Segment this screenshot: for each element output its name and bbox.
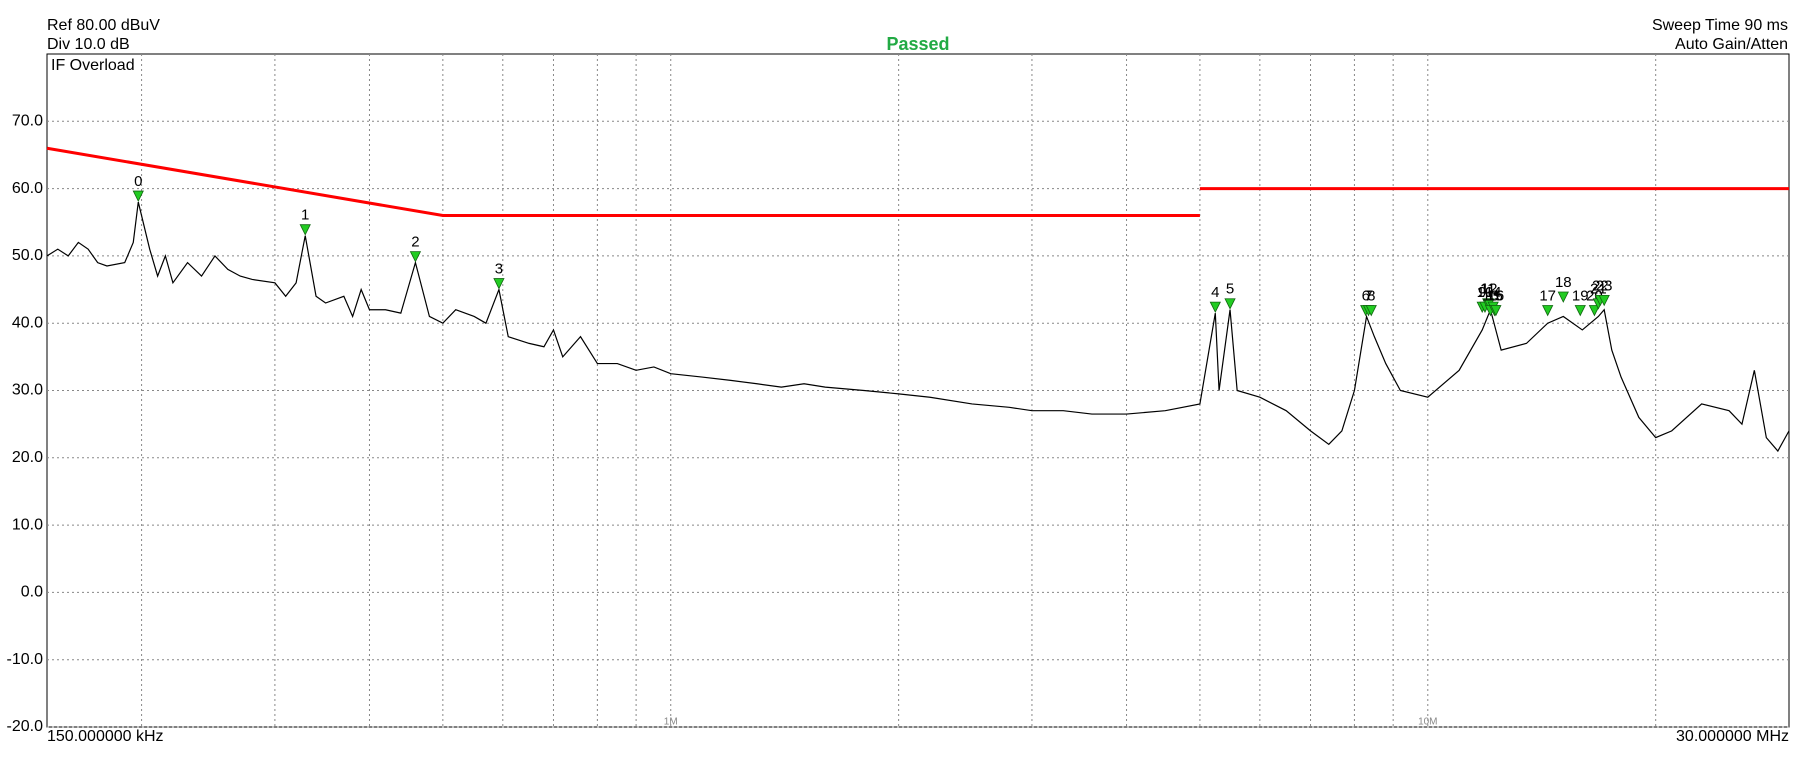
peak-marker — [1490, 305, 1502, 317]
peak-marker — [1365, 305, 1377, 317]
marker-label: 23 — [1596, 277, 1613, 294]
y-tick-label: 70.0 — [12, 113, 43, 130]
y-tick-label: 0.0 — [21, 584, 43, 601]
trace — [46, 201, 1790, 453]
trace — [46, 146, 1789, 218]
marker-label: 8 — [1367, 287, 1375, 304]
status: Passed — [886, 34, 949, 54]
sweep-time: Sweep Time 90 ms — [1652, 17, 1788, 34]
peak-marker — [409, 251, 422, 263]
marker-label: 21 — [1590, 281, 1607, 298]
marker-label: 18 — [1555, 274, 1572, 291]
marker-label: 13 — [1482, 287, 1499, 304]
peak-marker — [1574, 305, 1586, 317]
x-tick-label: 10M — [1418, 717, 1437, 728]
x-tick-label: 30.000000 MHz — [1676, 728, 1789, 745]
y-tick-label: -10.0 — [7, 651, 44, 668]
peak-marker — [132, 190, 144, 202]
peak-marker — [1557, 291, 1569, 303]
marker-label: 22 — [1592, 277, 1609, 294]
marker-label: 19 — [1572, 287, 1589, 304]
peak-marker — [1542, 305, 1554, 317]
x-tick-label: 1M — [664, 717, 678, 728]
marker-label: 7 — [1364, 287, 1372, 304]
y-tick-label: 10.0 — [12, 516, 43, 533]
marker-label: 14 — [1485, 284, 1502, 301]
x-tick-label: 150.000000 kHz — [47, 728, 164, 745]
peak-marker — [1209, 301, 1221, 313]
marker-label: 12 — [1481, 281, 1498, 298]
div-level: Div 10.0 dB — [47, 36, 130, 53]
y-tick-label: 60.0 — [12, 180, 43, 197]
marker-label: 2 — [411, 234, 419, 251]
peak-marker — [1224, 298, 1236, 310]
y-tick-label: 50.0 — [12, 247, 43, 264]
marker-label: 5 — [1226, 281, 1234, 298]
marker-label: 15 — [1486, 287, 1503, 304]
y-tick-label: 40.0 — [12, 314, 43, 331]
marker-label: 0 — [134, 173, 142, 190]
y-tick-label: 20.0 — [12, 449, 43, 466]
marker-label: 6 — [1362, 287, 1370, 304]
marker-label: 10 — [1477, 284, 1494, 301]
peak-marker — [493, 278, 505, 290]
marker-label: 3 — [495, 261, 503, 278]
peak-marker — [299, 224, 311, 236]
marker-label: 1 — [301, 207, 309, 224]
marker-label: 17 — [1539, 287, 1556, 304]
marker-label: 16 — [1488, 287, 1505, 304]
peak-marker — [1588, 305, 1601, 317]
peak-marker — [1598, 294, 1610, 307]
ref-level: Ref 80.00 dBuV — [47, 17, 160, 34]
y-tick-label: 30.0 — [12, 382, 43, 399]
marker-label: 4 — [1211, 284, 1219, 301]
y-tick-label: -20.0 — [7, 718, 44, 735]
marker-label: 9 — [1478, 284, 1486, 301]
marker-label: 11 — [1480, 281, 1496, 298]
gain-atten: Auto Gain/Atten — [1675, 36, 1788, 53]
overload: IF Overload — [51, 57, 135, 74]
